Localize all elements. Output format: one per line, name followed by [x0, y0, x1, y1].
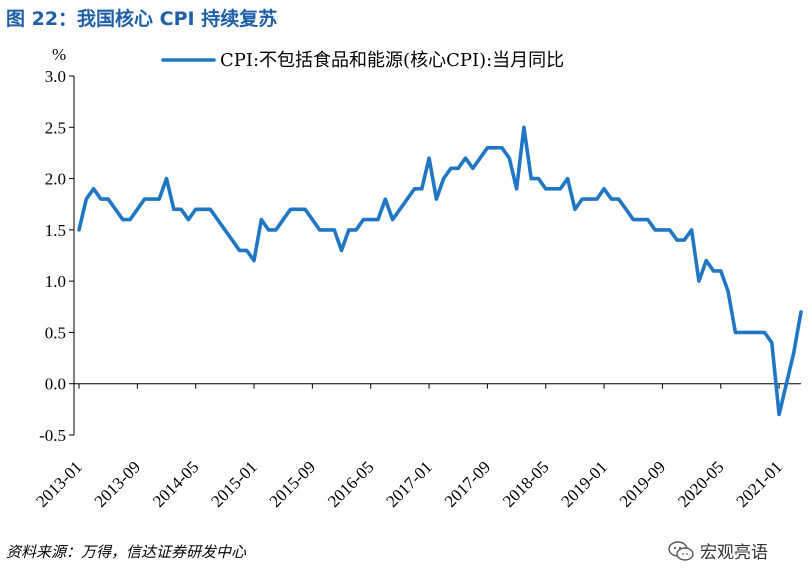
y-tick-label: -0.5 [39, 426, 66, 445]
wechat-icon [668, 540, 694, 561]
y-tick-label: 2.0 [45, 170, 66, 189]
y-unit-label: % [52, 45, 66, 64]
x-tick-label: 2015-09 [266, 457, 320, 511]
x-tick-label: 2019-01 [557, 457, 611, 511]
x-tick-label: 2017-01 [382, 457, 436, 511]
watermark: 宏观亮语 [668, 538, 768, 563]
y-tick-label: 0.5 [45, 323, 66, 342]
y-tick-label: 0.0 [45, 375, 66, 394]
x-tick-label: 2013-01 [32, 457, 86, 511]
legend: CPI:不包括食品和能源(核心CPI):当月同比 [161, 50, 564, 71]
x-tick-label: 2021-01 [732, 457, 786, 511]
x-tick-label: 2018-05 [499, 457, 553, 511]
y-axis: -0.5 0.0 0.5 1.0 1.5 2.0 2.5 3.0 [39, 67, 75, 445]
x-tick-label: 2013-09 [91, 457, 145, 511]
x-axis: 2013-01 2013-09 2014-05 2015-01 2015-09 2016-… [32, 383, 801, 511]
series-line-core-cpi [77, 125, 803, 417]
line-chart: -0.5 0.0 0.5 1.0 1.5 2.0 2.5 3.0 2013-01 2013-09… [32, 45, 803, 511]
figure-title: 图 22：我国核心 CPI 持续复苏 [6, 8, 278, 30]
series-layer [77, 125, 803, 417]
legend-label: CPI:不包括食品和能源(核心CPI):当月同比 [220, 50, 564, 71]
figure-source: 资料来源：万得，信达证券研发中心 [6, 543, 247, 561]
x-tick-label: 2017-09 [441, 457, 495, 511]
y-tick-label: 2.5 [45, 118, 66, 137]
x-tick-label: 2015-01 [207, 457, 261, 511]
x-tick-label: 2016-05 [324, 457, 378, 511]
watermark-text: 宏观亮语 [700, 543, 768, 563]
x-tick-label: 2019-09 [616, 457, 670, 511]
x-tick-label: 2014-05 [149, 457, 203, 511]
y-tick-label: 3.0 [45, 67, 66, 86]
x-tick-label: 2020-05 [674, 457, 728, 511]
y-tick-label: 1.0 [45, 272, 66, 291]
y-tick-label: 1.5 [45, 221, 66, 240]
